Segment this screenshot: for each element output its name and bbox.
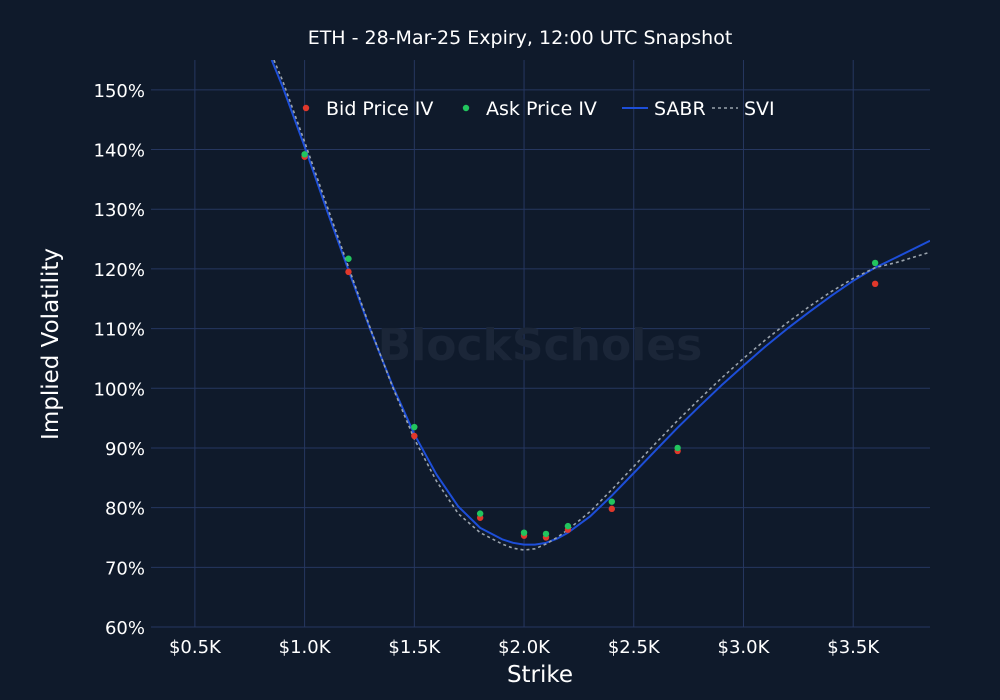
y-tick-label: 130%: [94, 200, 145, 221]
y-tick-label: 150%: [94, 81, 145, 102]
bid-price-iv-point: [411, 432, 418, 440]
ask-price-iv-point: [564, 522, 572, 530]
watermark-text: BlockScholes: [378, 320, 703, 371]
ask-price-iv-point: [411, 423, 418, 431]
bid-price-iv-point: [345, 268, 352, 276]
axis-ticks: $0.5K $1.0K $1.5K $2.0K $2.5K $3.0K $3.5K 60% 70…: [94, 81, 881, 658]
legend-bid-price-iv-label: Bid Price IV: [326, 98, 433, 120]
ask-price-iv-point: [608, 498, 616, 505]
chart-title: ETH - 28-Mar-25 Expiry, 12:00 UTC Snapsh…: [308, 27, 733, 49]
x-tick-label: $2.5K: [608, 637, 661, 658]
y-tick-label: 100%: [94, 379, 145, 400]
ask-price-iv-point: [476, 510, 484, 517]
x-tick-label: $3.5K: [827, 637, 880, 658]
x-tick-label: $1.0K: [279, 637, 332, 658]
y-tick-label: 120%: [94, 260, 145, 281]
y-tick-label: 140%: [94, 141, 145, 162]
legend-svi-label: SVI: [744, 98, 775, 120]
y-tick-label: 70%: [105, 558, 145, 579]
ask-price-iv-point: [520, 529, 528, 536]
svi-line: [273, 60, 930, 551]
x-axis-label: Strike: [507, 662, 573, 688]
legend-ask-price-iv-label: Ask Price IV: [486, 98, 597, 120]
legend-bid-price-iv-swatch: [302, 104, 310, 112]
ask-price-iv-point: [674, 444, 681, 452]
x-tick-label: $2.0K: [498, 637, 551, 658]
x-tick-label: $1.5K: [388, 637, 441, 658]
sabr-line: [270, 60, 930, 546]
bid-price-iv-point: [871, 280, 879, 288]
y-tick-label: 90%: [105, 439, 145, 460]
x-tick-label: $3.0K: [718, 637, 771, 658]
ask-price-iv-point: [345, 255, 352, 262]
plot-area: [270, 60, 930, 551]
y-axis-label: Implied Volatility: [38, 248, 64, 440]
y-tick-label: 110%: [94, 320, 145, 341]
grid: [151, 60, 930, 628]
legend-ask-price-iv-swatch: [462, 104, 470, 112]
bid-price-iv-point: [608, 505, 616, 513]
legend-sabr-label: SABR: [654, 98, 706, 120]
ask-price-iv-point: [301, 151, 308, 158]
legend: Bid Price IV Ask Price IV SABR SVI: [302, 98, 775, 120]
ask-price-iv-point: [542, 530, 550, 538]
y-tick-label: 80%: [105, 499, 145, 520]
y-tick-label: 60%: [105, 618, 145, 639]
x-tick-label: $0.5K: [169, 637, 222, 658]
ask-price-iv-point: [871, 259, 879, 267]
